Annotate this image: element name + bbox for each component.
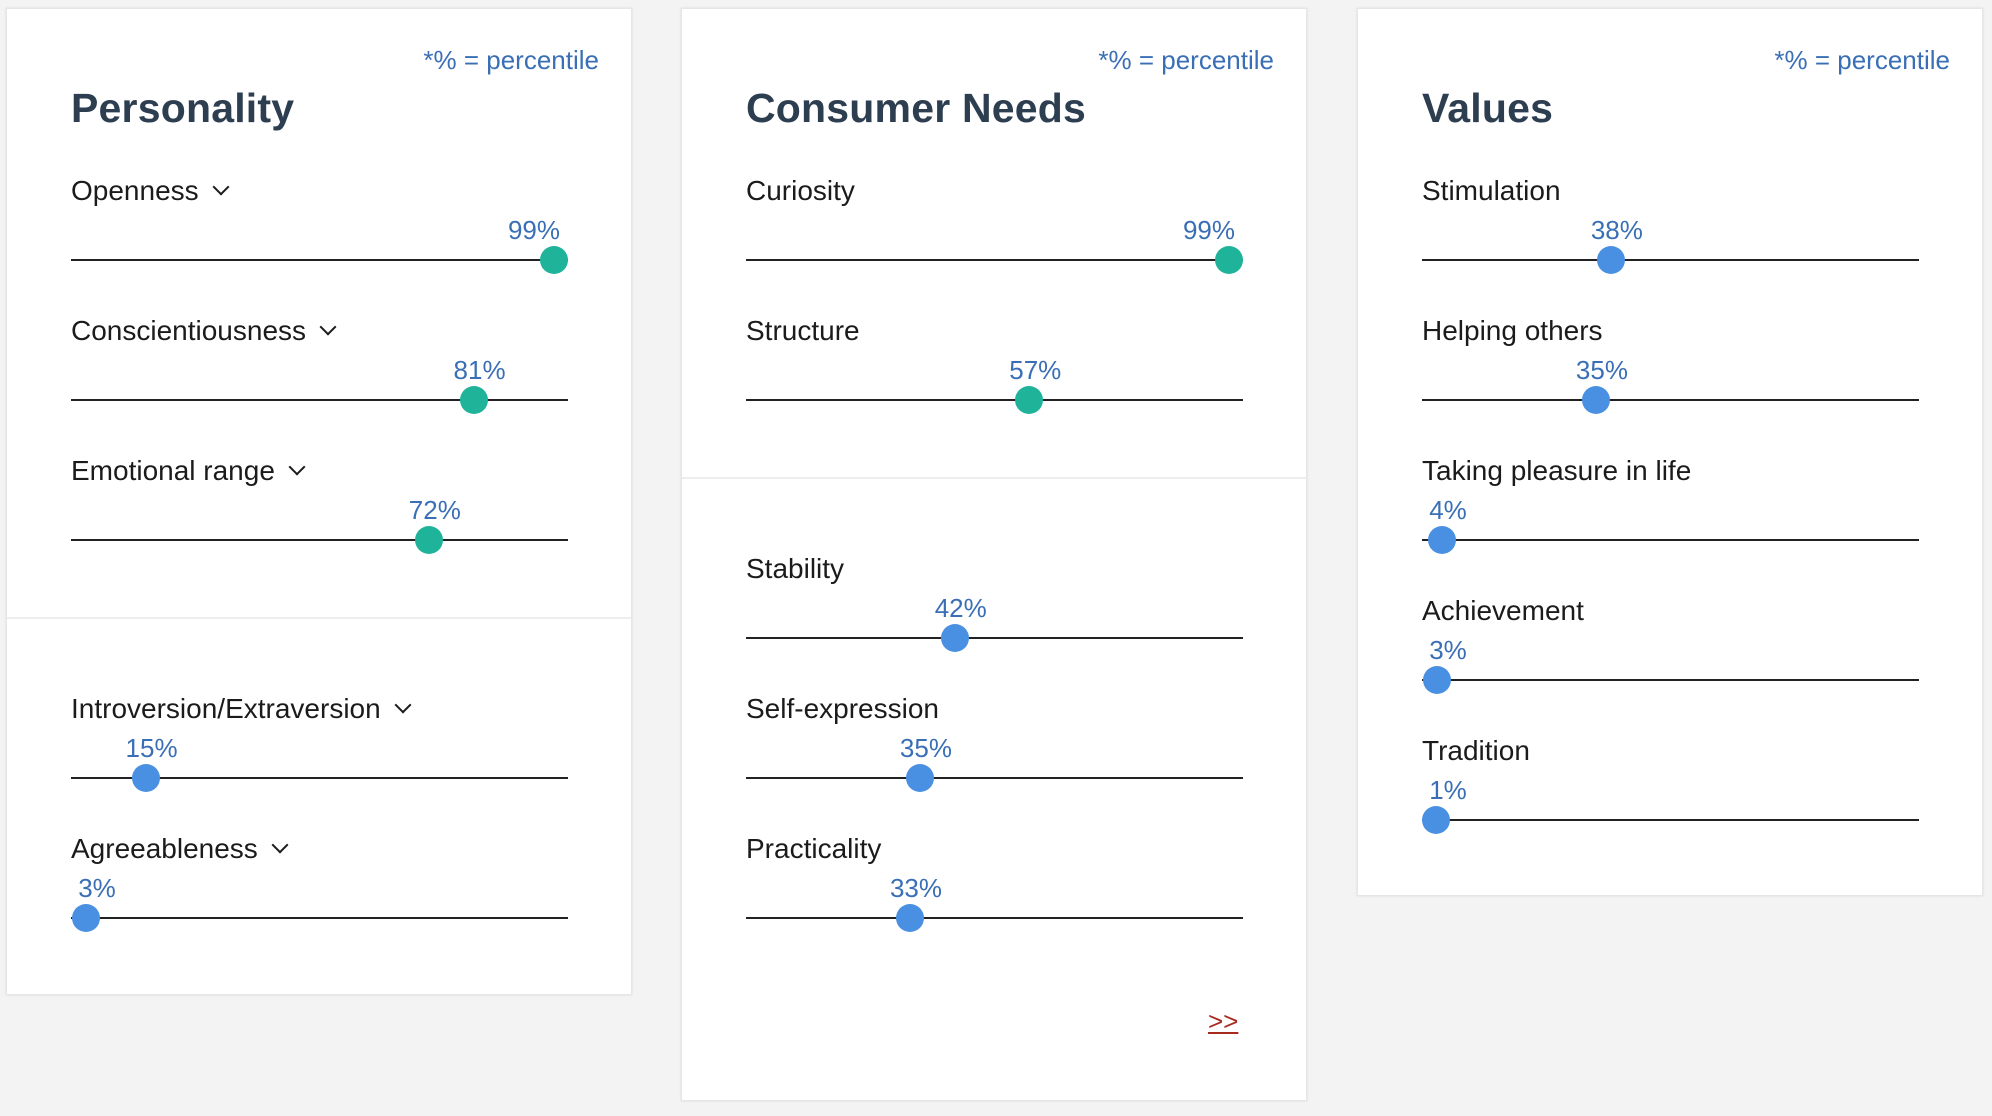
slider-knob [940, 624, 969, 652]
percentile-note: *% = percentile [1098, 45, 1274, 75]
trait-toggle[interactable]: Openness [71, 175, 230, 207]
need-practicality: Practicality 33% [746, 833, 1243, 963]
trait-label: Stability [746, 553, 845, 584]
trait-label: Practicality [746, 833, 882, 864]
slider-knob [1581, 386, 1610, 414]
slider-knob [131, 764, 160, 792]
value-tradition: Tradition 1% [1422, 735, 1919, 865]
percentile-note: *% = percentile [423, 45, 599, 75]
percentile-value: 1% [1429, 775, 1467, 805]
slider-track [71, 259, 568, 261]
percentile-value: 57% [1009, 355, 1062, 385]
percentile-value: 42% [934, 593, 987, 623]
trait-emotional-range: Emotional range 72% [71, 455, 568, 585]
chevron-down-icon [288, 458, 306, 476]
trait-agreeableness: Agreeableness 3% [71, 833, 568, 963]
need-self-expression: Self-expression 35% [746, 693, 1243, 823]
slider-knob [1015, 386, 1044, 414]
slider-track [746, 637, 1243, 639]
more-link[interactable]: >> [1208, 1006, 1239, 1036]
value-achievement: Achievement 3% [1422, 595, 1919, 725]
trait-label: Structure [746, 315, 860, 346]
section-divider [682, 477, 1306, 479]
percentile-note: *% = percentile [1774, 45, 1950, 75]
trait-label: Conscientiousness [71, 315, 307, 346]
trait-label: Curiosity [746, 175, 855, 206]
need-curiosity: Curiosity 99% [746, 175, 1243, 305]
trait-label: Openness [71, 175, 199, 206]
slider-track [71, 539, 568, 541]
percentile-value: 35% [899, 733, 952, 763]
trait-label: Stimulation [1422, 175, 1561, 206]
trait-toggle[interactable]: Agreeableness [71, 833, 289, 865]
percentile-value: 15% [125, 733, 178, 763]
value-stimulation: Stimulation 38% [1422, 175, 1919, 305]
chevron-down-icon [319, 318, 337, 336]
trait-label: Helping others [1422, 315, 1603, 346]
slider-track [746, 777, 1243, 779]
slider-track [746, 399, 1243, 401]
trait-label: Tradition [1422, 735, 1530, 766]
personality-card: *% = percentile Personality Openness 99%… [6, 8, 632, 995]
need-structure: Structure 57% [746, 315, 1243, 445]
percentile-value: 3% [78, 873, 116, 903]
slider-track [71, 399, 568, 401]
card-title: Personality [71, 85, 295, 131]
percentile-value: 99% [1182, 215, 1236, 245]
slider-knob [1215, 246, 1243, 274]
value-taking-pleasure-in-life: Taking pleasure in life 4% [1422, 455, 1919, 585]
percentile-value: 99% [507, 215, 561, 245]
slider-track [746, 917, 1243, 919]
percentile-value: 72% [408, 495, 461, 525]
slider-track [71, 777, 568, 779]
need-stability: Stability 42% [746, 553, 1243, 683]
trait-label: Introversion/Extraversion [71, 693, 381, 724]
values-card: *% = percentile Values Stimulation 38% H… [1357, 8, 1983, 896]
slider-track [71, 917, 568, 919]
chevron-down-icon [212, 178, 230, 196]
card-title: Values [1422, 85, 1554, 131]
slider-knob [1422, 666, 1451, 694]
trait-label: Emotional range [71, 455, 275, 486]
slider-knob [71, 904, 100, 932]
slider-track [1422, 539, 1919, 541]
trait-toggle[interactable]: Introversion/Extraversion [71, 693, 412, 725]
value-helping-others: Helping others 35% [1422, 315, 1919, 445]
card-title: Consumer Needs [746, 85, 1087, 131]
slider-knob [896, 904, 924, 932]
trait-openness: Openness 99% [71, 175, 568, 305]
trait-label: Agreeableness [71, 833, 258, 864]
trait-introversion-extraversion: Introversion/Extraversion 15% [71, 693, 568, 823]
percentile-value: 4% [1429, 495, 1467, 525]
slider-knob [459, 386, 488, 414]
trait-label: Self-expression [746, 693, 939, 724]
slider-knob [540, 246, 568, 274]
slider-track [1422, 679, 1919, 681]
section-divider [7, 617, 631, 619]
slider-track [1422, 399, 1919, 401]
slider-knob [905, 764, 934, 792]
trait-toggle[interactable]: Emotional range [71, 455, 306, 487]
chevron-down-icon [394, 696, 412, 714]
slider-track [746, 259, 1243, 261]
slider-knob [414, 526, 443, 554]
trait-toggle[interactable]: Conscientiousness [71, 315, 337, 347]
percentile-value: 81% [453, 355, 506, 385]
slider-knob [1422, 806, 1450, 834]
percentile-value: 33% [889, 873, 943, 903]
percentile-value: 35% [1575, 355, 1628, 385]
trait-label: Taking pleasure in life [1422, 455, 1692, 486]
trait-label: Achievement [1422, 595, 1584, 626]
percentile-value: 3% [1429, 635, 1467, 665]
slider-track [1422, 819, 1919, 821]
consumer-needs-card: *% = percentile Consumer Needs Curiosity… [681, 8, 1307, 1101]
chevron-down-icon [271, 836, 289, 854]
slider-track [1422, 259, 1919, 261]
percentile-value: 38% [1590, 215, 1643, 245]
slider-knob [1596, 246, 1625, 274]
slider-knob [1427, 526, 1456, 554]
trait-conscientiousness: Conscientiousness 81% [71, 315, 568, 445]
